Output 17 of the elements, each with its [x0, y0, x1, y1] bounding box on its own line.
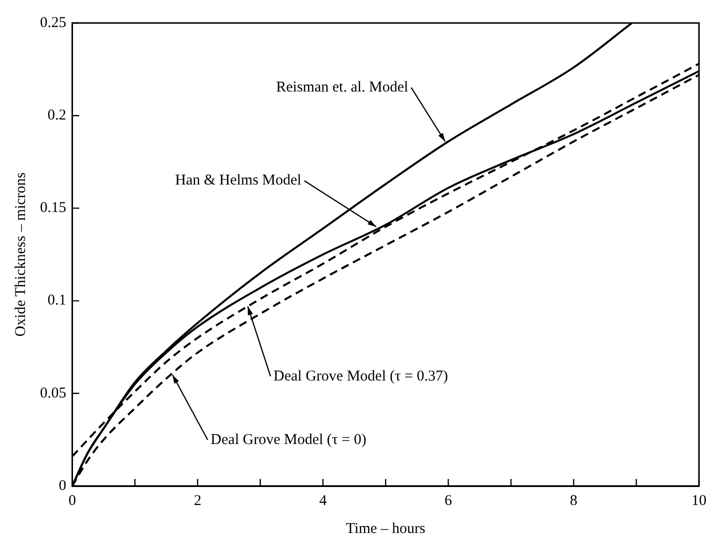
- y-tick-label: 0.15: [40, 200, 66, 216]
- x-tick-label: 8: [570, 492, 578, 509]
- y-tick-label: 0.25: [40, 14, 66, 31]
- annotation: Reisman et. al. Model: [276, 79, 408, 96]
- y-tick-label: 0.1: [48, 292, 66, 309]
- y-axis-title: Oxide Thickness – microns: [12, 172, 29, 337]
- y-tick-label: 0.2: [48, 108, 66, 124]
- x-tick-label: 4: [319, 492, 328, 509]
- x-tick-label: 10: [692, 492, 706, 509]
- x-axis-title: Time – hours: [346, 520, 426, 537]
- y-tick-label: 0: [58, 478, 66, 494]
- annotation: Deal Grove Model (τ = 0): [210, 432, 366, 448]
- annotation: Deal Grove Model (τ = 0.37): [274, 368, 448, 384]
- x-tick-label: 2: [194, 492, 202, 509]
- y-tick-label: 0.05: [40, 385, 66, 402]
- annotation: Han & Helms Model: [175, 172, 302, 189]
- x-tick-label: 6: [444, 492, 453, 509]
